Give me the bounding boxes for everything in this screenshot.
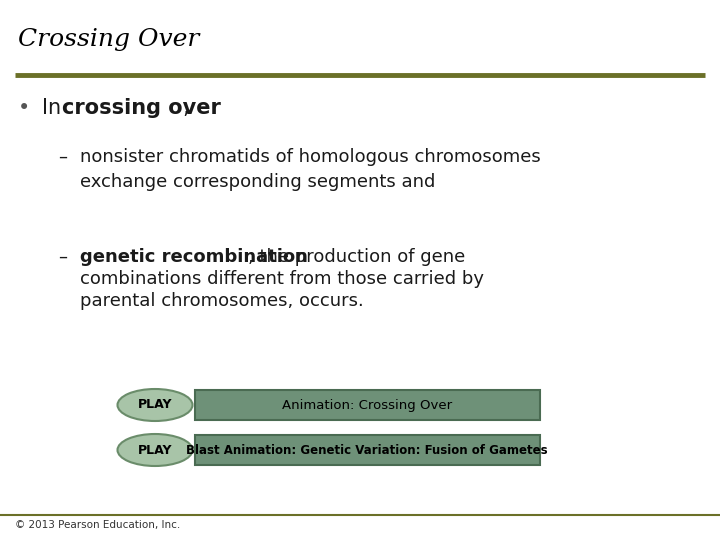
Text: PLAY: PLAY: [138, 399, 172, 411]
Text: ,: ,: [182, 98, 189, 118]
Ellipse shape: [117, 434, 192, 466]
Text: nonsister chromatids of homologous chromosomes
exchange corresponding segments a: nonsister chromatids of homologous chrom…: [80, 148, 541, 191]
Text: genetic recombination: genetic recombination: [80, 248, 308, 266]
Text: PLAY: PLAY: [138, 443, 172, 456]
Text: , the production of gene: , the production of gene: [248, 248, 465, 266]
Text: Blast Animation: Genetic Variation: Fusion of Gametes: Blast Animation: Genetic Variation: Fusi…: [186, 443, 548, 456]
Text: •: •: [18, 98, 30, 118]
Text: © 2013 Pearson Education, Inc.: © 2013 Pearson Education, Inc.: [15, 520, 180, 530]
FancyBboxPatch shape: [195, 390, 540, 420]
Text: –: –: [58, 248, 67, 266]
Text: Animation: Crossing Over: Animation: Crossing Over: [282, 399, 452, 411]
Text: In: In: [42, 98, 68, 118]
FancyBboxPatch shape: [195, 435, 540, 465]
Text: parental chromosomes, occurs.: parental chromosomes, occurs.: [80, 292, 364, 310]
Text: crossing over: crossing over: [62, 98, 221, 118]
Text: combinations different from those carried by: combinations different from those carrie…: [80, 270, 484, 288]
Text: Crossing Over: Crossing Over: [18, 28, 199, 51]
Ellipse shape: [117, 389, 192, 421]
Text: –: –: [58, 148, 67, 166]
